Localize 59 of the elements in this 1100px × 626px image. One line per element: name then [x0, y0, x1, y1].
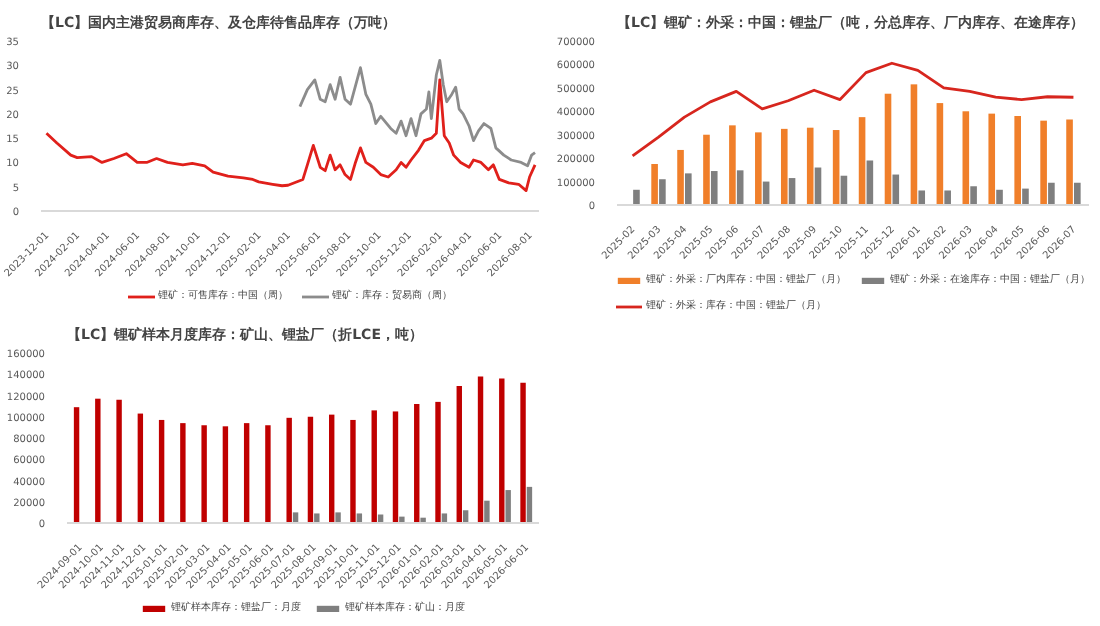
bar: [243, 423, 250, 523]
line-series: [45, 78, 537, 192]
bar: [996, 189, 1003, 205]
bar: [499, 378, 505, 523]
bar: [314, 513, 320, 523]
bar: [1074, 182, 1081, 205]
bar: [962, 111, 970, 205]
bar: [180, 423, 186, 523]
bar: [1066, 119, 1073, 205]
bar: [414, 404, 420, 523]
bar: [1040, 120, 1047, 205]
bar: [970, 186, 977, 205]
bar: [328, 414, 335, 523]
bar: [222, 426, 229, 523]
bar: [137, 413, 144, 523]
bar: [456, 385, 462, 523]
bar: [520, 382, 526, 523]
bar: [484, 500, 490, 523]
bar: [677, 149, 684, 205]
line-series: [298, 59, 537, 168]
bar: [392, 411, 399, 523]
bar: [918, 190, 926, 205]
bar: [435, 401, 441, 523]
bar: [1022, 188, 1029, 205]
line-series: [631, 61, 1075, 158]
bar: [858, 117, 866, 205]
bar: [116, 399, 122, 523]
bar: [505, 490, 511, 523]
bar: [371, 410, 377, 523]
bar: [265, 425, 271, 523]
bar: [936, 103, 944, 205]
bar: [729, 125, 736, 205]
bar: [710, 171, 718, 205]
bar: [703, 134, 710, 205]
bar: [73, 407, 80, 523]
bar: [892, 174, 900, 205]
bar: [910, 84, 918, 205]
bar: [884, 93, 892, 205]
bar: [335, 512, 341, 523]
bar: [95, 398, 101, 523]
bar: [780, 128, 788, 205]
bar: [201, 425, 207, 523]
bar: [988, 113, 996, 205]
bar: [806, 127, 814, 205]
bar: [1048, 182, 1055, 205]
bar: [158, 419, 165, 523]
bar: [477, 376, 484, 523]
bar: [651, 164, 658, 205]
bar: [832, 130, 840, 205]
bar: [755, 132, 762, 205]
bar: [685, 173, 692, 205]
bar: [659, 179, 666, 205]
bar: [1014, 115, 1021, 205]
bar: [633, 189, 640, 205]
bar: [286, 417, 292, 523]
bar: [350, 419, 356, 523]
bar: [307, 416, 314, 523]
bar: [944, 190, 951, 205]
bar: [866, 160, 874, 205]
